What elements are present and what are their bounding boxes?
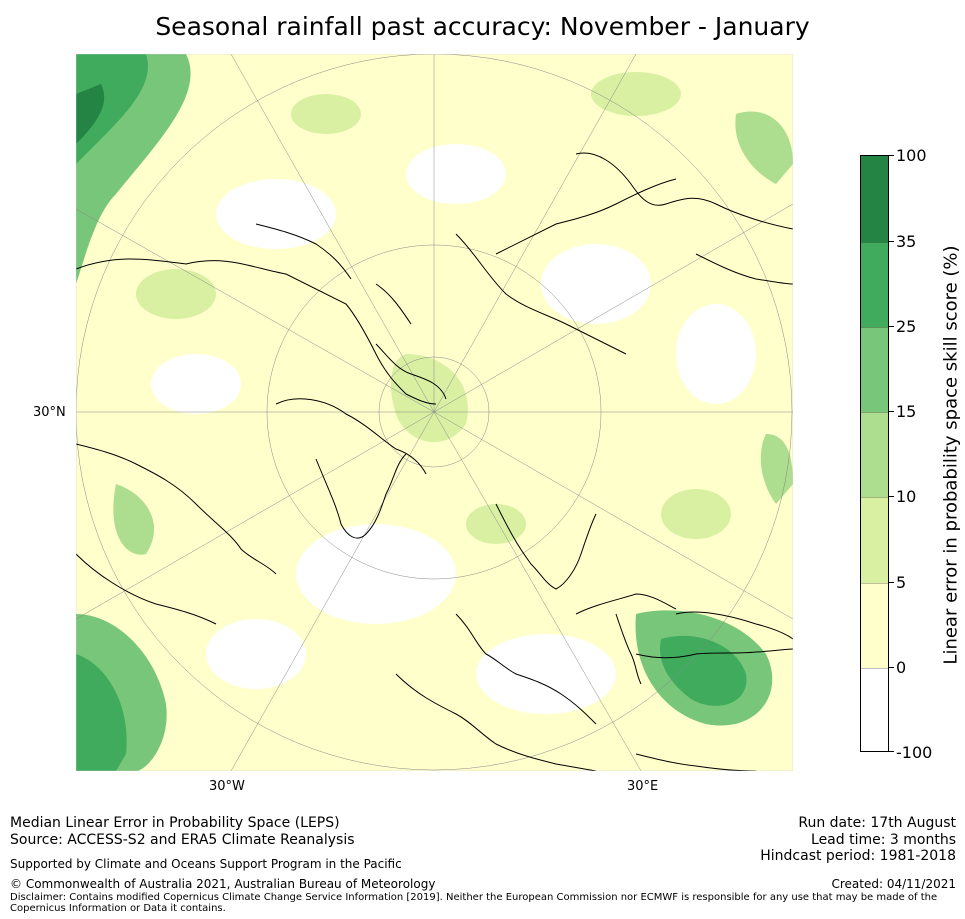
- map-svg: [76, 54, 793, 771]
- colorbar-band-15-25: [861, 327, 888, 412]
- footer-support-line: Supported by Climate and Oceans Support …: [10, 857, 402, 871]
- colorbar-band-10-15: [861, 412, 888, 497]
- footer-source-line: Source: ACCESS-S2 and ERA5 Climate Reana…: [10, 832, 355, 848]
- colorbar-tick: 10: [896, 487, 917, 506]
- graticule: [76, 54, 793, 771]
- colorbar-tick: 0: [896, 658, 907, 677]
- created-date: Created: 04/11/2021: [831, 877, 956, 891]
- colorbar-band-25-35: [861, 242, 888, 327]
- lon-label-30w: 30°W: [209, 779, 245, 794]
- run-date: Run date: 17th August: [798, 815, 956, 831]
- footer-disclaimer: Disclaimer: Contains modified Copernicus…: [10, 892, 938, 914]
- colorbar: [860, 155, 889, 752]
- hindcast-period: Hindcast period: 1981-2018: [760, 848, 956, 864]
- colorbar-tick: 25: [896, 317, 917, 336]
- colorbar-tick: 35: [896, 232, 917, 251]
- coastlines: [76, 152, 793, 771]
- skill-field: [76, 54, 793, 771]
- footer-copyright: © Commonwealth of Australia 2021, Austra…: [10, 877, 436, 891]
- footer-leps-line: Median Linear Error in Probability Space…: [10, 815, 340, 831]
- colorbar-tick: 15: [896, 402, 917, 421]
- colorbar-tick: -100: [896, 743, 933, 762]
- colorbar-tick: 100: [896, 146, 927, 165]
- colorbar-band-35-100: [861, 156, 888, 242]
- colorbar-tick: 5: [896, 573, 907, 592]
- lead-time: Lead time: 3 months: [811, 832, 956, 848]
- lon-label-30e: 30°E: [627, 779, 659, 794]
- colorbar-band-0-5: [861, 583, 888, 668]
- chart-title: Seasonal rainfall past accuracy: Novembe…: [155, 12, 810, 41]
- colorbar-band-neg100-0: [861, 668, 888, 751]
- polar-map: [76, 54, 793, 771]
- colorbar-band-5-10: [861, 497, 888, 583]
- lat-label-30n: 30°N: [33, 405, 66, 420]
- colorbar-title: Linear error in probability space skill …: [940, 245, 962, 665]
